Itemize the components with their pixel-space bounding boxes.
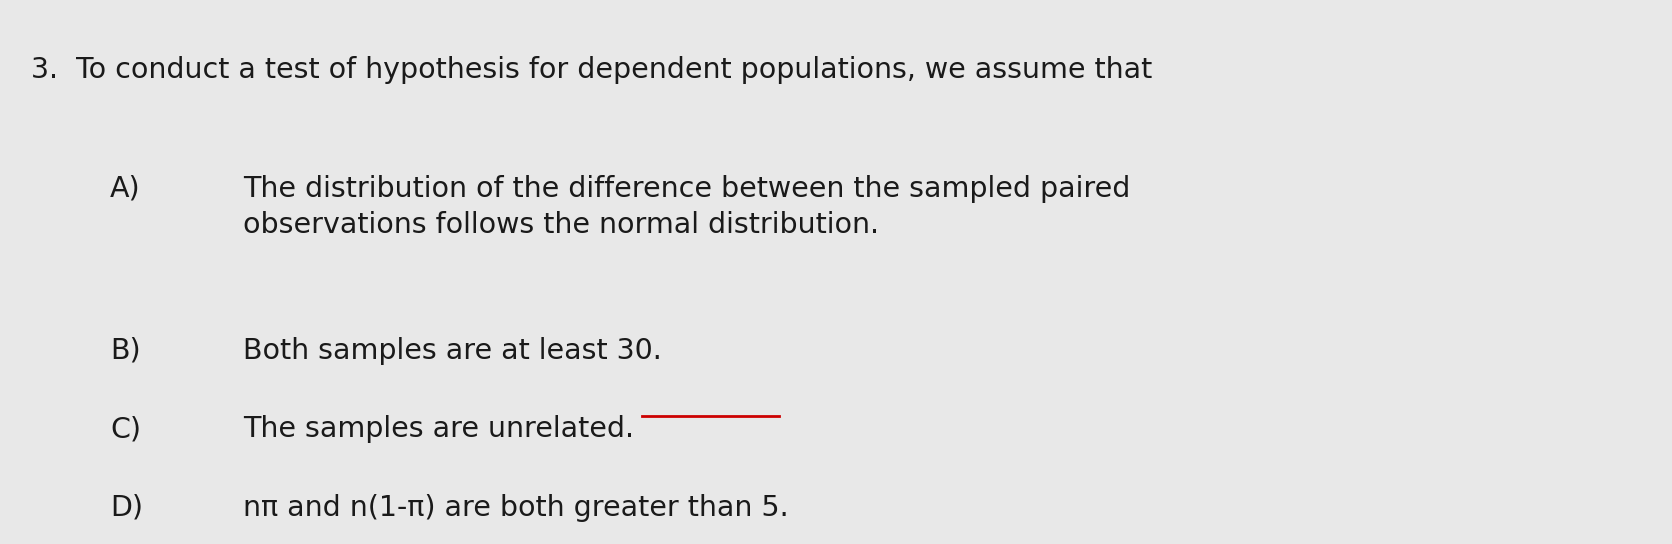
Text: Both samples are at least 30.: Both samples are at least 30. bbox=[244, 337, 662, 365]
Text: B): B) bbox=[110, 337, 140, 365]
Text: The distribution of the difference between the sampled paired
observations follo: The distribution of the difference betwe… bbox=[244, 175, 1130, 239]
Text: C): C) bbox=[110, 416, 140, 443]
Text: A): A) bbox=[110, 175, 140, 202]
Text: 3.  To conduct a test of hypothesis for dependent populations, we assume that: 3. To conduct a test of hypothesis for d… bbox=[32, 55, 1152, 84]
Text: The samples are unrelated.: The samples are unrelated. bbox=[244, 416, 635, 443]
Text: nπ and n(1-π) are both greater than 5.: nπ and n(1-π) are both greater than 5. bbox=[244, 494, 789, 522]
Text: D): D) bbox=[110, 494, 142, 522]
